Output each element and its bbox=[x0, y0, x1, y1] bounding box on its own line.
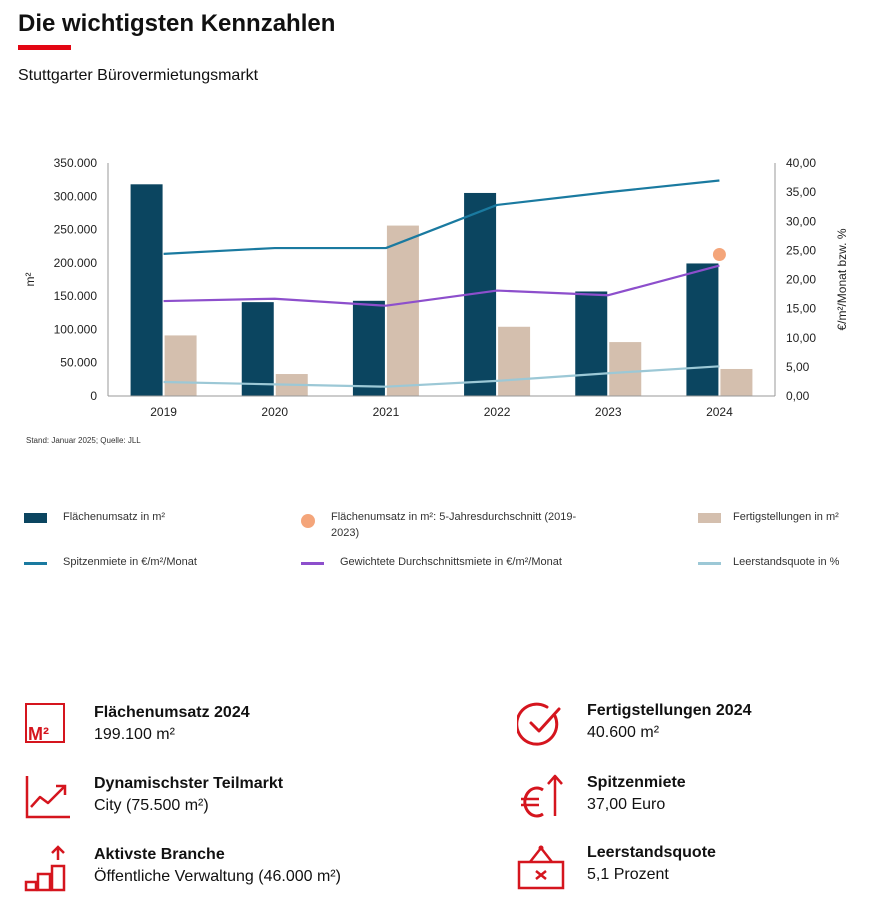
bar-fertigstellungen bbox=[164, 335, 197, 396]
legend-label: Flächenumsatz in m² bbox=[63, 511, 166, 523]
legend-item-leerstandsquote: Leerstandsquote in % bbox=[698, 556, 839, 568]
y2-tick-label: 40,00 bbox=[786, 156, 816, 170]
bar-fertigstellungen bbox=[720, 368, 753, 396]
kpi-title: Spitzenmiete bbox=[587, 774, 686, 791]
euro-arrow-icon bbox=[521, 774, 563, 818]
m2-icon-text: M² bbox=[28, 724, 49, 744]
legend-label: Fertigstellungen in m² bbox=[733, 511, 839, 523]
title-accent-rule bbox=[18, 45, 71, 50]
legend-label: Leerstandsquote in % bbox=[733, 556, 840, 568]
bar-flaechenumsatz bbox=[686, 263, 719, 396]
bar-growth-icon bbox=[24, 845, 66, 892]
kpi-title: Leerstandsquote bbox=[587, 844, 716, 861]
x-tick-label: 2024 bbox=[706, 405, 733, 419]
x-tick-label: 2021 bbox=[373, 405, 400, 419]
kpi-value: City (75.500 m²) bbox=[94, 797, 209, 814]
kpi-value: 199.100 m² bbox=[94, 726, 175, 743]
legend-label: Gewichtete Durchschnittsmiete in €/m²/Mo… bbox=[340, 556, 562, 568]
y2-tick-label: 30,00 bbox=[786, 214, 816, 228]
kpi-leerstandsquote: Leerstandsquote 5,1 Prozent bbox=[517, 842, 716, 890]
y2-tick-label: 35,00 bbox=[786, 185, 816, 199]
line-durchschnittsmiete bbox=[163, 264, 720, 307]
legend-label: Flächenumsatz in m²: 5-Jahresdurchschnit… bbox=[331, 511, 577, 539]
bar-fertigstellungen bbox=[609, 342, 642, 396]
y2-tick-label: 0,00 bbox=[786, 389, 810, 403]
y2-tick-label: 15,00 bbox=[786, 302, 816, 316]
page-title: Die wichtigsten Kennzahlen bbox=[18, 10, 336, 37]
kpi-title: Aktivste Branche bbox=[94, 846, 225, 863]
legend-label: Spitzenmiete in €/m²/Monat bbox=[63, 556, 197, 568]
legend-item-spitzenmiete: Spitzenmiete in €/m²/Monat bbox=[24, 556, 197, 568]
x-tick-label: 2023 bbox=[595, 405, 622, 419]
y-tick-label: 350.000 bbox=[54, 156, 98, 170]
bar-flaechenumsatz bbox=[575, 291, 608, 396]
legend-swatch bbox=[698, 513, 721, 523]
x-tick-label: 2022 bbox=[484, 405, 511, 419]
y2-tick-label: 20,00 bbox=[786, 273, 816, 287]
legend-item-5-jahresdurchschnitt: Flächenumsatz in m²: 5-Jahresdurchschnit… bbox=[296, 509, 596, 541]
y2-tick-label: 25,00 bbox=[786, 243, 816, 257]
kpi-branche: Aktivste Branche Öffentliche Verwaltung … bbox=[24, 844, 341, 892]
y-tick-label: 300.000 bbox=[54, 189, 98, 203]
bar-flaechenumsatz bbox=[352, 300, 385, 396]
legend-swatch bbox=[24, 562, 47, 565]
kpi-title: Flächenumsatz 2024 bbox=[94, 704, 250, 721]
y2-tick-label: 10,00 bbox=[786, 331, 816, 345]
source-note: Stand: Januar 2025; Quelle: JLL bbox=[26, 436, 141, 445]
kpi-teilmarkt: Dynamischster Teilmarkt City (75.500 m²) bbox=[24, 773, 283, 821]
kpi-value: 5,1 Prozent bbox=[587, 866, 669, 883]
y2-tick-label: 5,00 bbox=[786, 360, 810, 374]
kpi-title: Dynamischster Teilmarkt bbox=[94, 775, 284, 792]
y-tick-label: 100.000 bbox=[54, 322, 98, 336]
legend-swatch bbox=[301, 514, 315, 528]
kpi-spitzenmiete: Spitzenmiete 37,00 Euro bbox=[517, 772, 686, 820]
x-tick-label: 2020 bbox=[261, 405, 288, 419]
checkmark-icon bbox=[517, 702, 561, 746]
bar-fertigstellungen bbox=[498, 326, 531, 396]
kpi-title: Fertigstellungen 2024 bbox=[587, 702, 752, 719]
legend-item-durchschnittsmiete: Gewichtete Durchschnittsmiete in €/m²/Mo… bbox=[301, 556, 562, 568]
y-axis-title: m² bbox=[23, 273, 37, 287]
bars-group bbox=[130, 184, 753, 396]
x-tick-label: 2019 bbox=[150, 405, 177, 419]
legend-item-fertigstellungen: Fertigstellungen in m² bbox=[698, 511, 839, 523]
line-spitzenmiete bbox=[163, 179, 720, 255]
y2-axis-title: €/m²/Monat bzw. % bbox=[835, 228, 849, 330]
bar-fertigstellungen bbox=[386, 225, 419, 396]
y-tick-label: 200.000 bbox=[54, 256, 98, 270]
kpi-value: 37,00 Euro bbox=[587, 796, 666, 813]
y-tick-label: 250.000 bbox=[54, 223, 98, 237]
y-tick-label: 50.000 bbox=[60, 356, 97, 370]
axes-group: 0 50.000 100.000 150.000 200.000 250.000 300.0… bbox=[23, 156, 849, 419]
kpi-value: Öffentliche Verwaltung (46.000 m²) bbox=[94, 868, 341, 885]
m2-icon: M² bbox=[25, 703, 65, 744]
line-leerstandsquote bbox=[163, 365, 720, 388]
legend-item-flaechenumsatz: Flächenumsatz in m² bbox=[24, 511, 165, 523]
legend-swatch bbox=[301, 562, 324, 565]
empty-sign-icon bbox=[517, 845, 565, 890]
legend-swatch bbox=[698, 562, 721, 565]
point-5-jahresdurchschnitt bbox=[712, 247, 726, 261]
lines-group bbox=[163, 179, 726, 388]
kpi-value: 40.600 m² bbox=[587, 724, 660, 741]
kpi-flaechenumsatz: M² Flächenumsatz 2024 199.100 m² bbox=[24, 702, 250, 750]
combo-chart: 0 50.000 100.000 150.000 200.000 250.000 300.0… bbox=[23, 156, 849, 419]
bar-flaechenumsatz bbox=[130, 184, 163, 396]
trend-chart-icon bbox=[25, 776, 70, 819]
kpi-fertigstellungen: Fertigstellungen 2024 40.600 m² bbox=[517, 700, 752, 748]
legend-swatch bbox=[24, 513, 47, 523]
y-tick-label: 150.000 bbox=[54, 289, 98, 303]
y-tick-label: 0 bbox=[90, 389, 97, 403]
page-subtitle: Stuttgarter Bürovermietungsmarkt bbox=[18, 67, 259, 84]
bar-flaechenumsatz bbox=[241, 302, 274, 396]
